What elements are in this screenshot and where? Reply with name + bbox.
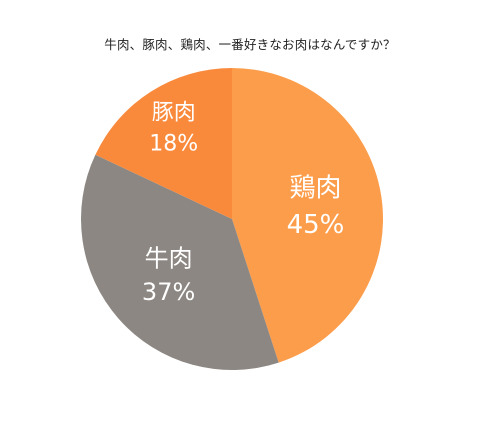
pie-slice-0 [232,68,383,363]
slice-value-label-2: 18% [149,131,198,156]
slice-label-0: 鶏肉 [289,174,341,204]
pie-slice-2 [95,68,233,219]
chart-title: 牛肉、豚肉、鶏肉、一番好きなお肉はなんですか？ [104,37,396,52]
slice-label-1: 牛肉 [145,245,193,273]
slice-value-label-1: 37% [142,278,195,306]
slice-value-label-0: 45% [287,210,345,240]
pie-slice-1 [81,154,279,370]
slice-label-2: 豚肉 [152,101,196,126]
